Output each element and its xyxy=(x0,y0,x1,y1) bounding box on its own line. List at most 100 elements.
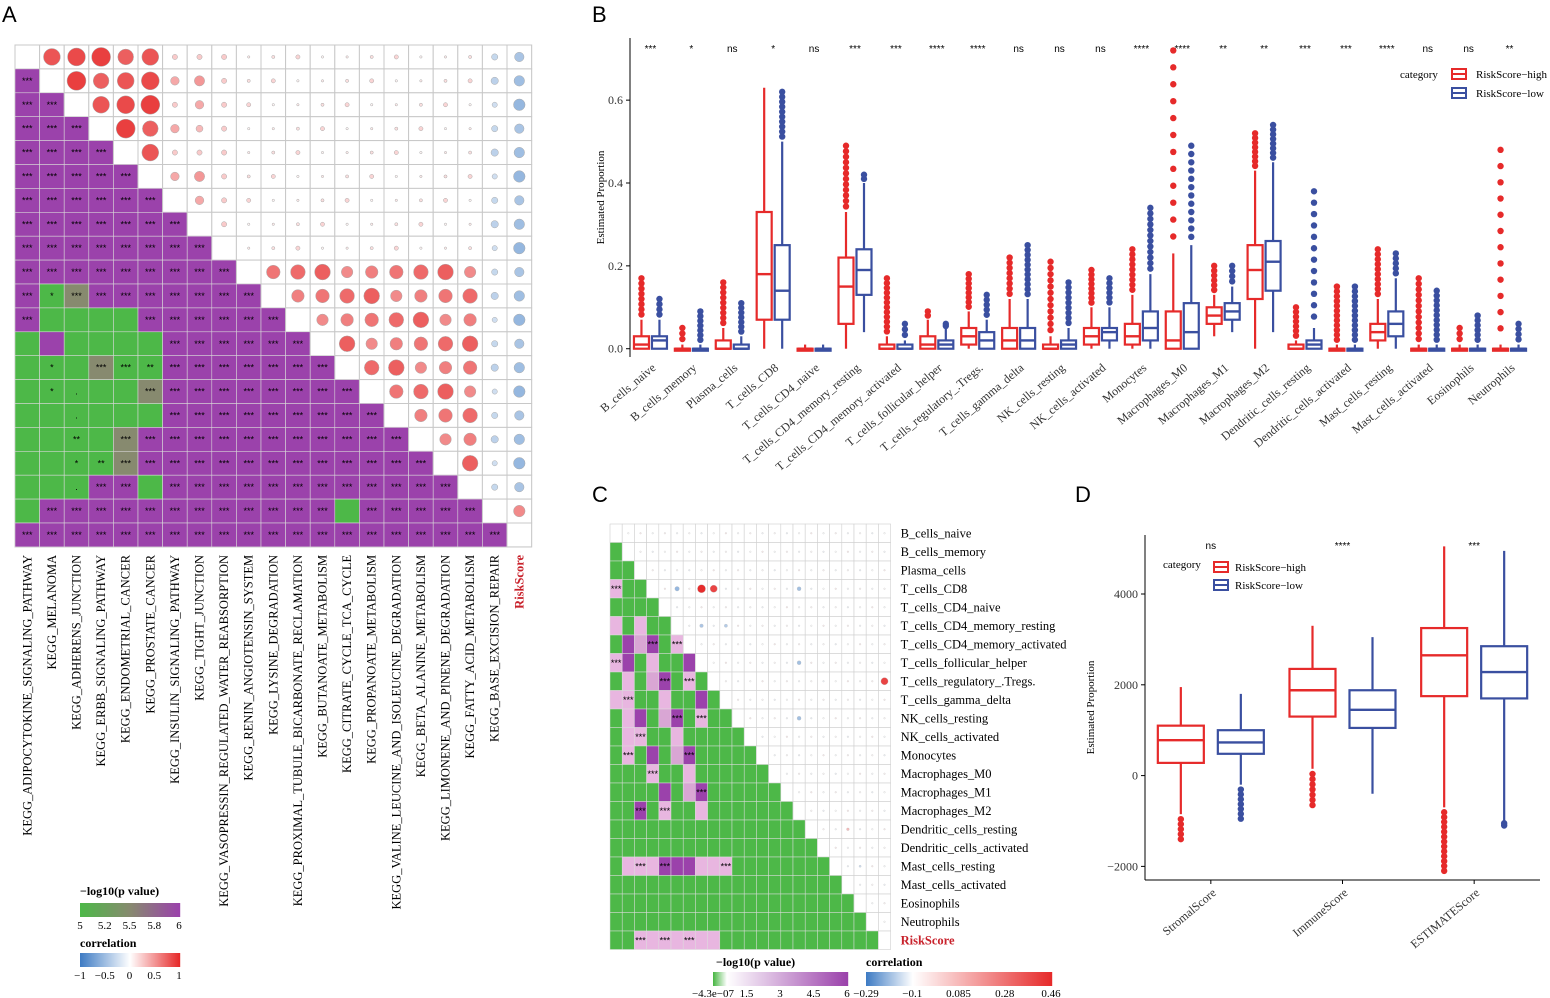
pvalue-cell xyxy=(670,727,684,747)
legend-pvalue-swatch xyxy=(724,972,726,986)
axis-label-0: KEGG_ADIPOCYTOKINE_SIGNALING_PATHWAY xyxy=(20,555,34,836)
pvalue-cell xyxy=(780,893,794,913)
legend-pvalue-swatch xyxy=(789,972,791,986)
legend-corr-swatch xyxy=(1016,972,1018,986)
significance-star: *** xyxy=(219,315,230,325)
legend-corr-swatch xyxy=(165,953,167,967)
pvalue-cell xyxy=(634,819,647,839)
outlier-point xyxy=(1129,281,1136,288)
diag-cell xyxy=(634,560,647,580)
legend-corr-swatch xyxy=(947,972,949,986)
significance-star: *** xyxy=(96,506,107,516)
pvalue-cell xyxy=(682,782,696,802)
pvalue-cell xyxy=(634,616,647,636)
significance-star: *** xyxy=(219,530,230,540)
corr-dot xyxy=(749,587,752,590)
significance-star: *** xyxy=(317,458,328,468)
corr-dot xyxy=(296,79,300,83)
corr-dot xyxy=(724,643,727,646)
outlier-point xyxy=(738,318,745,326)
outlier-point xyxy=(883,289,891,296)
row-label-5: T_cells_CD4_memory_resting xyxy=(901,619,1057,633)
corr-dot xyxy=(871,680,874,683)
outlier-point xyxy=(1147,204,1154,212)
significance-star: *** xyxy=(120,291,131,301)
diag-cell xyxy=(780,782,794,802)
legend-corr-swatch xyxy=(937,972,939,986)
significance-star: *** xyxy=(170,434,181,444)
corr-dot xyxy=(345,246,349,250)
diag-cell xyxy=(481,498,508,524)
legend-corr-swatch xyxy=(128,953,130,967)
legend-pvalue-swatch xyxy=(721,972,723,986)
pvalue-cell xyxy=(39,450,65,476)
corr-dot xyxy=(490,76,499,85)
legend-corr-swatch xyxy=(882,972,884,986)
pvalue-cell xyxy=(14,331,40,356)
outlier-point xyxy=(697,336,704,344)
legend-corr-swatch xyxy=(923,972,925,986)
pvalue-cell xyxy=(63,331,90,356)
legend-corr-swatch xyxy=(1023,972,1025,986)
pvalue-cell xyxy=(719,708,733,728)
corr-dot xyxy=(468,103,472,107)
legend-corr-swatch xyxy=(999,972,1001,986)
significance-label: **** xyxy=(1335,541,1351,552)
outlier-point xyxy=(1440,843,1448,850)
pvalue-cell xyxy=(817,856,830,876)
significance-label: *** xyxy=(645,44,657,55)
corr-dot xyxy=(419,102,423,107)
corr-dot xyxy=(196,149,203,156)
legend-pvalue-swatch xyxy=(130,903,132,917)
legend-corr-swatch xyxy=(83,953,85,967)
pvalue-cell xyxy=(609,764,623,784)
outlier-point xyxy=(1024,286,1031,293)
pvalue-cell xyxy=(39,403,65,428)
pvalue-cell xyxy=(646,819,660,839)
pvalue-cell xyxy=(621,727,635,747)
corr-dot xyxy=(271,103,275,107)
significance-star: *** xyxy=(71,243,82,253)
outlier-point xyxy=(1024,271,1031,278)
legend-pvalue-swatch xyxy=(131,903,133,917)
outlier-point xyxy=(1047,277,1054,284)
significance-label: ns xyxy=(1463,44,1474,55)
outlier-point xyxy=(1333,312,1341,319)
outlier-point xyxy=(1497,292,1504,300)
corr-dot xyxy=(700,550,703,553)
pvalue-cell xyxy=(707,782,721,802)
corr-dot xyxy=(773,587,776,590)
outlier-point xyxy=(1210,277,1218,284)
legend-pvalue-swatch xyxy=(825,972,827,986)
corr-dot xyxy=(462,288,478,304)
corr-dot xyxy=(761,680,764,683)
outlier-point xyxy=(1310,245,1318,252)
axis-label-5: KEGG_PROSTATE_CANCER xyxy=(143,554,157,713)
pvalue-cell xyxy=(658,616,672,636)
legend-corr-swatch xyxy=(94,953,96,967)
outlier-point xyxy=(1088,290,1095,297)
legend-corr-swatch xyxy=(877,972,879,986)
pvalue-cell xyxy=(707,838,721,858)
outlier-point xyxy=(1515,336,1522,343)
corr-dot xyxy=(859,550,862,553)
legend-pvalue-swatch xyxy=(814,972,816,986)
corr-dot xyxy=(389,384,404,399)
corr-dot xyxy=(270,78,276,84)
pvalue-cell xyxy=(609,782,623,802)
legend-pvalue-swatch xyxy=(729,972,731,986)
significance-label: *** xyxy=(1468,541,1480,552)
legend-pvalue-swatch xyxy=(823,972,825,986)
legend-corr-tick: 0.46 xyxy=(1041,988,1061,998)
outlier-point xyxy=(1333,331,1341,339)
legend-corr-swatch xyxy=(895,972,897,986)
legend-pvalue-swatch xyxy=(140,903,142,917)
legend-pvalue-swatch xyxy=(808,972,810,986)
pvalue-cell xyxy=(646,616,660,636)
axis-label-12: KEGG_BUTANOATE_METABOLISM xyxy=(316,555,330,758)
significance-star: ** xyxy=(98,458,106,468)
pvalue-cell xyxy=(670,875,684,895)
corr-dot xyxy=(846,661,849,664)
legend-corr-swatch xyxy=(1041,972,1043,986)
legend-corr-swatch xyxy=(940,972,942,986)
